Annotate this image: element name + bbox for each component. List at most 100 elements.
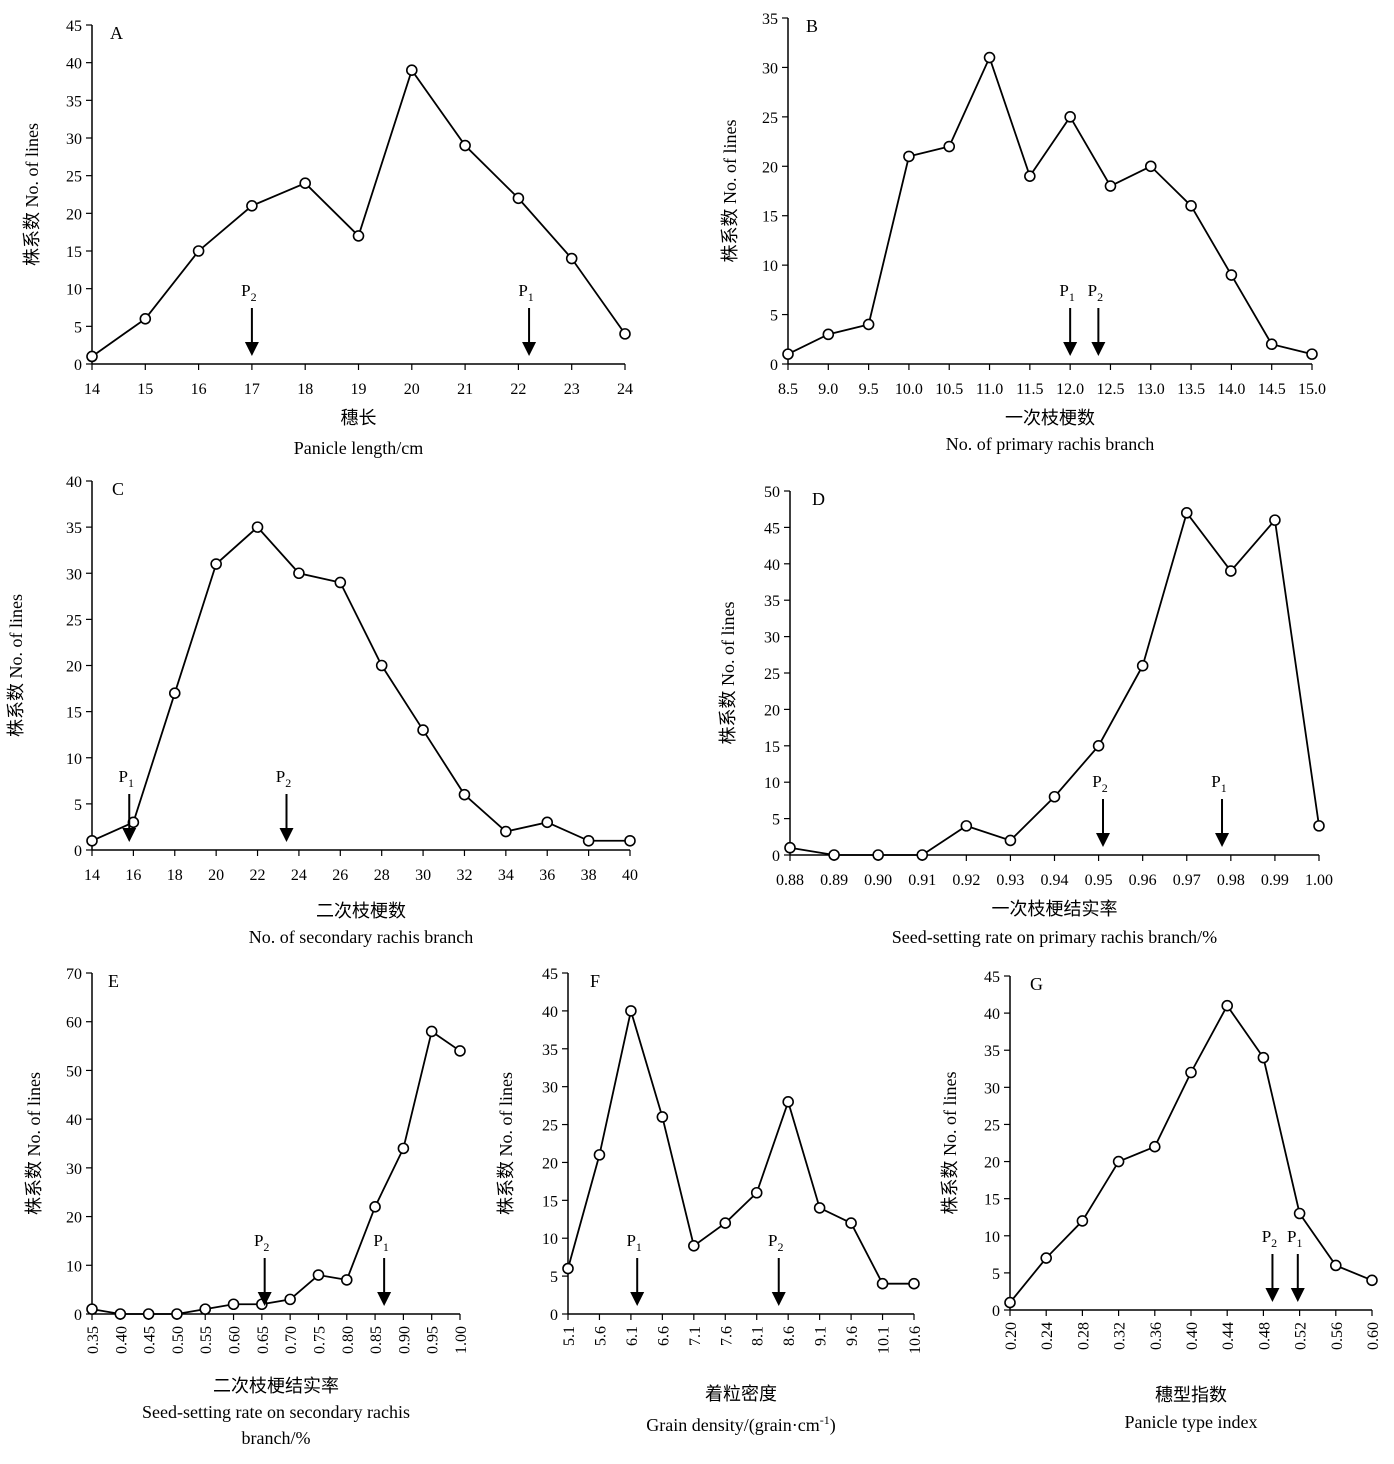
y-tick-label: 5 <box>992 1266 1000 1283</box>
x-axis-label-cn: 二次枝梗结实率 <box>213 1376 339 1396</box>
x-tick-label: 0.60 <box>1365 1322 1382 1350</box>
data-point <box>876 1277 889 1290</box>
x-tick-label: 0.45 <box>142 1326 159 1354</box>
x-tick-label: 11.5 <box>1016 381 1043 398</box>
data-point <box>943 140 956 153</box>
x-tick-label: 15.0 <box>1298 381 1326 398</box>
y-tick-label: 30 <box>762 60 778 77</box>
data-point <box>960 820 973 832</box>
data-point <box>813 1202 826 1214</box>
y-tick-label: 0 <box>74 357 82 374</box>
data-point <box>872 849 884 861</box>
data-point <box>334 576 347 589</box>
panel-f: 0 5 10 15 20 25 30 35 40 45 5.1 5.6 6.1 6.6 7.1 7.6 8.1 8… <box>496 966 924 1436</box>
x-tick-label: 32 <box>456 867 472 884</box>
x-tick-label: 0.88 <box>776 872 804 889</box>
parent-label: P2 <box>1262 1227 1277 1250</box>
data-point <box>1149 1140 1161 1153</box>
x-tick-label: 10.1 <box>876 1326 893 1354</box>
data-point <box>1366 1274 1378 1287</box>
x-tick-label: 0.56 <box>1329 1322 1346 1350</box>
y-tick-label: 15 <box>542 1193 558 1210</box>
x-tick-label: 0.91 <box>908 872 936 889</box>
data-point <box>425 1025 438 1038</box>
y-tick-label: 15 <box>66 244 82 261</box>
x-tick-label: 34 <box>498 867 514 884</box>
x-tick-label: 13.5 <box>1177 381 1205 398</box>
y-tick-label: 60 <box>66 1015 82 1032</box>
y-tick-label: 15 <box>984 1192 1000 1209</box>
x-tick-label: 8.5 <box>778 381 798 398</box>
data-point <box>352 230 365 242</box>
x-axis-label-en: No. of primary rachis branch <box>946 434 1154 454</box>
y-tick-label: 10 <box>542 1231 558 1248</box>
parent-label: P2 <box>1092 772 1107 795</box>
data-point <box>625 1005 637 1017</box>
data-point <box>845 1217 857 1229</box>
parent-arrow-head <box>771 1292 786 1306</box>
y-tick-label: 40 <box>764 557 780 574</box>
x-tick-label: 0.85 <box>368 1326 385 1354</box>
y-tick-label: 35 <box>66 93 82 110</box>
x-tick-label: 28 <box>374 867 390 884</box>
data-point <box>862 318 875 331</box>
y-tick-label: 40 <box>66 1112 82 1129</box>
x-tick-label: 14 <box>84 867 100 884</box>
x-tick-label: 12.0 <box>1056 381 1084 398</box>
data-point <box>199 1303 212 1315</box>
y-tick-label: 5 <box>74 797 82 814</box>
data-point <box>983 51 996 64</box>
x-tick-label: 12.5 <box>1096 381 1124 398</box>
y-tick-label: 15 <box>66 705 82 722</box>
x-axis-label-cn: 穗型指数 <box>1155 1385 1227 1405</box>
y-tick-label: 30 <box>764 630 780 647</box>
y-axis-label: 株系数 No. of lines <box>718 602 738 745</box>
y-tick-label: 20 <box>764 702 780 719</box>
x-tick-label: 22 <box>510 381 526 398</box>
x-tick-label: 38 <box>581 867 597 884</box>
data-point <box>908 1277 920 1290</box>
x-tick-label: 24 <box>291 867 307 884</box>
x-tick-label: 0.20 <box>1003 1322 1020 1350</box>
series-line <box>91 68 626 358</box>
parent-label: P2 <box>254 1231 269 1254</box>
data-point <box>500 825 512 838</box>
x-tick-label: 26 <box>332 867 348 884</box>
data-point <box>593 1149 606 1161</box>
x-tick-label: 0.90 <box>396 1326 413 1354</box>
x-tick-label: 36 <box>539 867 555 884</box>
data-point <box>1265 338 1278 351</box>
panel-a: 0 5 10 15 20 25 30 35 40 45 14 15 16 17 18 19 20 21 22 23 24… <box>22 18 633 458</box>
panel-letter: G <box>1030 974 1043 994</box>
y-tick-label: 0 <box>770 357 778 374</box>
parent-arrow-head <box>1290 1288 1305 1302</box>
x-tick-label: 0.93 <box>996 872 1024 889</box>
data-point <box>656 1111 669 1123</box>
y-tick-label: 0 <box>772 848 780 865</box>
y-tick-label: 25 <box>66 612 82 629</box>
x-tick-label: 14 <box>84 381 100 398</box>
parent-label: P1 <box>1059 281 1074 304</box>
y-tick-label: 20 <box>66 659 82 676</box>
x-axis-label-cn: 二次枝梗数 <box>316 901 406 921</box>
data-point <box>1225 565 1237 577</box>
y-tick-label: 40 <box>984 1006 1000 1023</box>
y-tick-label: 10 <box>762 258 778 275</box>
y-tick-label: 0 <box>550 1307 558 1324</box>
x-tick-label: 8.1 <box>750 1326 767 1346</box>
data-point <box>1221 999 1233 1012</box>
x-tick-label: 1.00 <box>1305 872 1333 889</box>
data-point <box>454 1045 466 1057</box>
data-point <box>86 834 98 847</box>
x-tick-label: 0.40 <box>113 1326 130 1354</box>
x-axis-label-en: Panicle length/cm <box>294 438 423 458</box>
data-point <box>1269 514 1281 526</box>
data-point <box>1293 1207 1306 1220</box>
x-tick-label: 0.96 <box>1129 872 1157 889</box>
data-point <box>227 1298 240 1311</box>
data-point <box>916 849 929 861</box>
x-axis-label-en: Seed-setting rate on secondary rachis <box>142 1402 410 1422</box>
x-tick-label: 0.92 <box>952 872 980 889</box>
data-point <box>139 312 152 325</box>
y-tick-label: 30 <box>66 566 82 583</box>
